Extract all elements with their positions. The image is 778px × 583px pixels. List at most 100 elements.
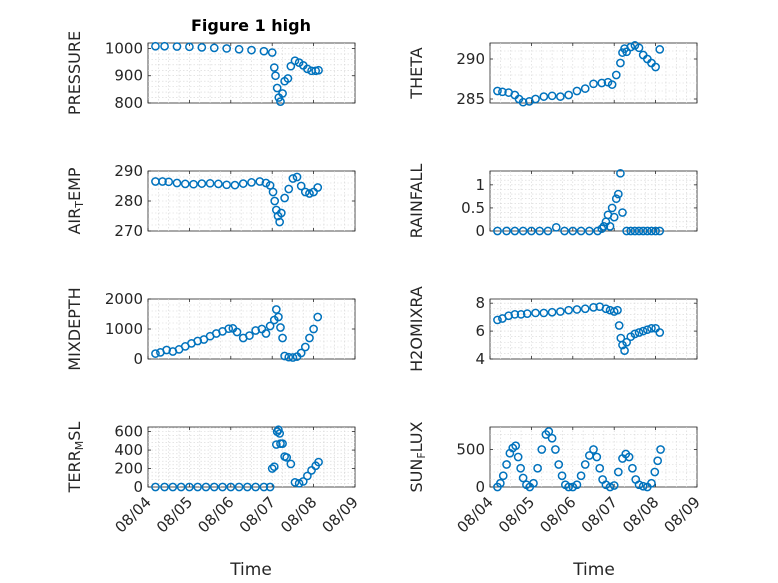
data-point (214, 179, 223, 189)
y-tick-label: 0 (133, 478, 143, 496)
data-point (197, 179, 207, 188)
data-point (238, 179, 248, 188)
data-point (616, 58, 625, 68)
data-point (634, 328, 644, 337)
data-point (280, 351, 289, 361)
data-point (272, 83, 282, 93)
data-point (222, 44, 232, 53)
data-point (278, 89, 287, 98)
data-point (274, 312, 283, 322)
subplot-air_temp: 270 280 290 AIRTEMP (65, 162, 356, 240)
data-point (268, 187, 278, 197)
data-point (504, 311, 513, 321)
data-point (201, 482, 211, 492)
data-point (243, 482, 252, 492)
x-tick-label: 08/04 (454, 493, 497, 536)
data-point (568, 226, 578, 236)
data-point (234, 482, 244, 492)
data-point (160, 41, 169, 51)
x-tick-label: 08/04 (112, 493, 155, 536)
subplot-mixdepth: 0 1000 2000 MIXDEPTH (65, 287, 356, 371)
data-point (585, 226, 594, 236)
plot-area-h2omixra (489, 298, 698, 360)
data-point (298, 477, 308, 486)
x-axis-label-left: Time (229, 560, 272, 580)
data-point (493, 226, 502, 236)
x-tick-label: 08/06 (194, 493, 237, 536)
data-point (651, 62, 660, 72)
data-point (247, 178, 256, 187)
data-point (613, 467, 623, 477)
x-tick-label: 08/08 (619, 493, 662, 536)
subplot-theta: 285 290 THETA (407, 41, 698, 108)
data-point (314, 457, 323, 467)
data-point (493, 315, 502, 325)
data-point (294, 478, 304, 488)
data-point (498, 471, 508, 481)
data-point (568, 482, 578, 492)
data-point (271, 71, 280, 81)
data-point (597, 78, 607, 88)
y-axis-label-rainfall: RAINFALL (407, 164, 426, 239)
data-point (647, 323, 656, 333)
data-point (313, 183, 323, 192)
y-axis-label-part: RAINFALL (407, 164, 426, 239)
data-point (630, 226, 640, 236)
data-point (226, 482, 236, 492)
data-point (314, 65, 323, 75)
data-point (638, 481, 648, 491)
y-tick-label: 270 (114, 222, 143, 240)
series-rainfall (493, 168, 665, 236)
data-point (284, 352, 294, 362)
data-point (180, 179, 190, 189)
y-tick-label: 1 (475, 176, 485, 194)
data-point (650, 467, 660, 477)
data-point (185, 42, 194, 52)
data-point (288, 353, 298, 362)
data-point (197, 43, 207, 52)
data-point (592, 452, 602, 462)
subplot-pressure: 800 900 1000 PRESSURE (65, 31, 356, 115)
y-tick-label: 500 (456, 441, 485, 459)
y-axis-label-part: T (73, 201, 86, 209)
y-tick-label: 200 (114, 460, 143, 478)
data-point (642, 325, 652, 335)
data-point (502, 460, 511, 469)
data-point (630, 329, 640, 339)
data-point (653, 456, 663, 466)
data-point (572, 86, 582, 96)
series-terr_msl (151, 425, 323, 492)
subplot-h2omixra: 4 6 8 H2OMIXRA (407, 286, 698, 372)
data-point (626, 42, 636, 52)
data-point (642, 226, 652, 236)
data-point (222, 180, 232, 190)
data-point (614, 321, 624, 330)
data-point (185, 482, 194, 492)
data-point (564, 90, 574, 100)
data-point (580, 84, 590, 93)
data-point (622, 337, 631, 347)
y-axis-label-part: F (415, 452, 428, 458)
y-axis-label-air_temp: AIRTEMP (65, 167, 86, 234)
plot-area-terr_msl (147, 426, 356, 488)
data-point (286, 459, 296, 469)
data-point (626, 226, 636, 236)
series-pressure (151, 41, 323, 106)
data-point (589, 79, 598, 89)
data-point (300, 342, 310, 352)
y-tick-label: 600 (114, 423, 143, 441)
data-point (259, 46, 269, 56)
data-point (539, 92, 549, 101)
data-point (556, 92, 565, 101)
data-point (205, 178, 215, 188)
data-point (267, 464, 277, 473)
data-point (647, 226, 656, 236)
data-point (313, 312, 323, 322)
data-point (288, 174, 298, 183)
y-tick-label: 2000 (105, 290, 143, 308)
data-point (655, 328, 665, 337)
data-point (303, 471, 312, 481)
grid-pressure (148, 43, 355, 103)
